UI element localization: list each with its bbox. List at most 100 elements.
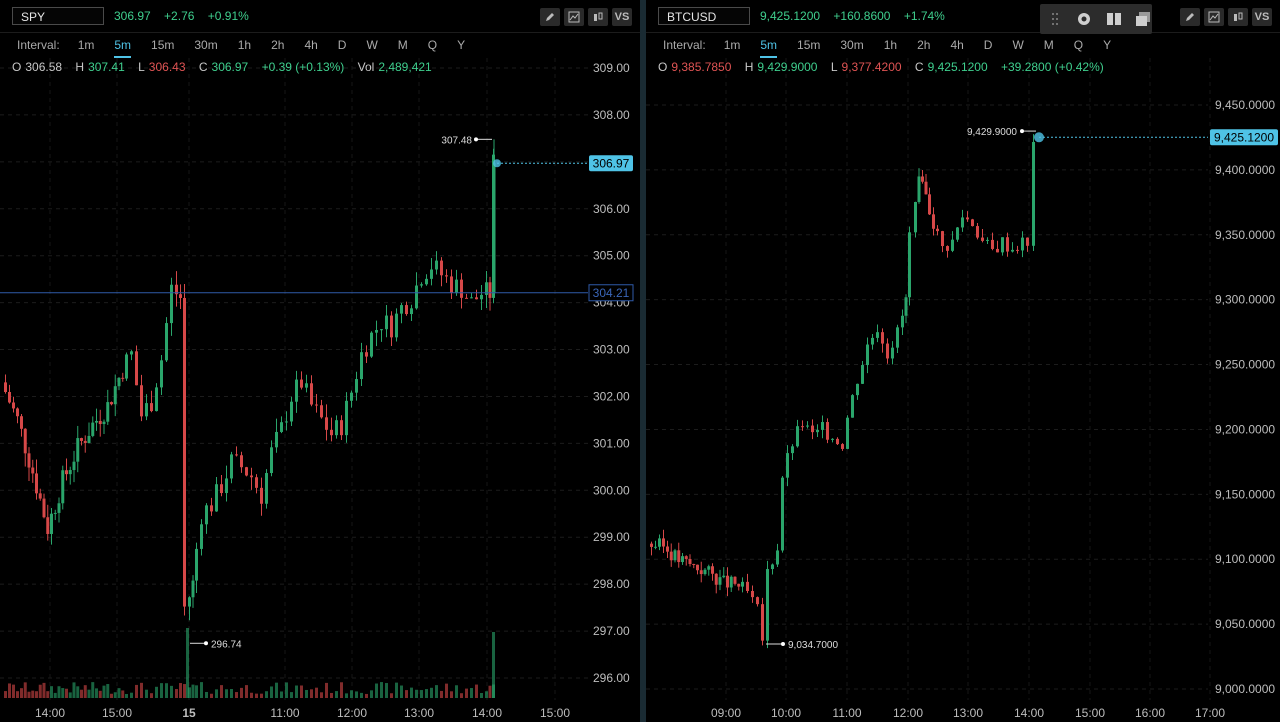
- candle-body: [677, 550, 681, 563]
- split-layout-icon[interactable]: [1105, 10, 1123, 28]
- candle-body: [650, 543, 653, 547]
- price-axis-label: 9,450.0000: [1215, 98, 1275, 112]
- volume-bar: [23, 682, 27, 698]
- vs-icon[interactable]: VS: [1252, 8, 1272, 26]
- interval-1m[interactable]: 1m: [723, 38, 741, 52]
- volume-bar: [191, 684, 195, 698]
- interval-2h[interactable]: 2h: [271, 38, 285, 52]
- candle-body: [145, 403, 148, 417]
- volume-bar: [210, 693, 213, 698]
- line-chart-icon[interactable]: [1204, 8, 1224, 26]
- interval-q[interactable]: Q: [427, 38, 438, 52]
- candle-body: [450, 276, 453, 294]
- interval-30m[interactable]: 30m: [194, 38, 218, 52]
- symbol-input[interactable]: BTCUSD: [658, 7, 750, 25]
- last-price: 306.97: [114, 9, 151, 23]
- chart-tools: VS: [1180, 8, 1272, 26]
- volume-bar: [405, 690, 408, 698]
- interval-5m[interactable]: 5m: [760, 38, 778, 58]
- floating-toolbar: [1040, 4, 1152, 34]
- interval-y[interactable]: Y: [457, 38, 466, 52]
- interval-4h[interactable]: 4h: [304, 38, 318, 52]
- interval-q[interactable]: Q: [1073, 38, 1084, 52]
- volume-bar: [46, 691, 50, 698]
- interval-w[interactable]: W: [366, 38, 378, 52]
- candle-body: [485, 282, 488, 295]
- drag-handle-icon[interactable]: [1046, 10, 1064, 28]
- btcusd-chart-pane[interactable]: 9,450.0000 9,400.0000 9,350.0000 9,300.0000…: [646, 0, 1280, 722]
- candle-body: [756, 597, 759, 605]
- candle-body: [771, 564, 774, 570]
- symbol-input[interactable]: SPY: [12, 7, 104, 25]
- candle-body: [23, 428, 27, 454]
- interval-15m[interactable]: 15m: [797, 38, 821, 52]
- volume-bar: [260, 693, 263, 698]
- btcusd-price-chart[interactable]: 9,450.0000 9,400.0000 9,350.0000 9,300.0000…: [646, 0, 1280, 722]
- volume-bar: [106, 684, 110, 698]
- interval-1h[interactable]: 1h: [883, 38, 898, 52]
- interval-y[interactable]: Y: [1103, 38, 1112, 52]
- pencil-icon[interactable]: [1180, 8, 1200, 26]
- volume-bar: [320, 692, 323, 698]
- candle-body: [87, 435, 91, 444]
- volume-bar: [390, 693, 393, 698]
- candle-body: [425, 278, 428, 285]
- interval-m[interactable]: M: [1043, 38, 1054, 52]
- candles-icon[interactable]: [588, 8, 608, 26]
- candle-body: [220, 484, 223, 494]
- interval-30m[interactable]: 30m: [840, 38, 864, 52]
- volume-bar: [365, 693, 368, 698]
- interval-bar: Interval: 1m 5m 15m 30m 1h 2h 4h D W M Q Y: [646, 32, 1280, 58]
- spy-price-chart[interactable]: 309.00308.00307.00306.00305.00304.00303.…: [0, 0, 640, 722]
- pane-divider[interactable]: [640, 0, 646, 722]
- candle-body: [150, 403, 153, 412]
- time-axis-label: 10:00: [771, 706, 801, 720]
- price-axis-label: 9,100.0000: [1215, 552, 1275, 566]
- candle-body: [183, 297, 186, 607]
- price-axis-label: 306.00: [593, 202, 630, 216]
- volume-bar: [275, 682, 278, 698]
- interval-5m[interactable]: 5m: [114, 38, 132, 58]
- time-axis-label: 15: [182, 706, 196, 720]
- high-marker-label: 307.48: [441, 135, 472, 146]
- candle-body: [20, 416, 23, 429]
- interval-d[interactable]: D: [337, 38, 347, 52]
- candle-body: [260, 487, 263, 504]
- volume-bar: [16, 691, 19, 698]
- candle-body: [791, 446, 794, 454]
- interval-1h[interactable]: 1h: [237, 38, 252, 52]
- candles-icon[interactable]: [1228, 8, 1248, 26]
- layers-icon[interactable]: [1135, 10, 1153, 28]
- interval-15m[interactable]: 15m: [151, 38, 175, 52]
- volume-bar: [485, 691, 488, 698]
- volume-bar: [102, 685, 106, 698]
- candle-body: [891, 347, 894, 359]
- interval-4h[interactable]: 4h: [950, 38, 964, 52]
- line-chart-icon[interactable]: [564, 8, 584, 26]
- candle-body: [821, 422, 824, 430]
- candle-body: [871, 337, 874, 345]
- spy-chart-pane[interactable]: 309.00308.00307.00306.00305.00304.00303.…: [0, 0, 640, 722]
- candle-body: [91, 422, 95, 436]
- volume-bar: [205, 691, 208, 698]
- volume-bar: [183, 684, 186, 698]
- vs-icon[interactable]: VS: [612, 8, 632, 26]
- candle-body: [841, 444, 844, 449]
- interval-m[interactable]: M: [397, 38, 408, 52]
- interval-d[interactable]: D: [983, 38, 993, 52]
- candle-body: [946, 246, 949, 251]
- settings-icon[interactable]: [1076, 10, 1094, 28]
- interval-w[interactable]: W: [1012, 38, 1024, 52]
- volume-bar: [355, 691, 358, 698]
- candle-body: [175, 284, 178, 295]
- candle-body: [188, 597, 191, 607]
- candle-body: [781, 477, 784, 551]
- candle-body: [140, 385, 143, 417]
- interval-1m[interactable]: 1m: [77, 38, 95, 52]
- pencil-icon[interactable]: [540, 8, 560, 26]
- candle-body: [245, 467, 248, 476]
- time-axis-label: 15:00: [1075, 706, 1105, 720]
- volume-bar: [8, 683, 11, 698]
- interval-2h[interactable]: 2h: [917, 38, 931, 52]
- candle-body: [956, 227, 959, 240]
